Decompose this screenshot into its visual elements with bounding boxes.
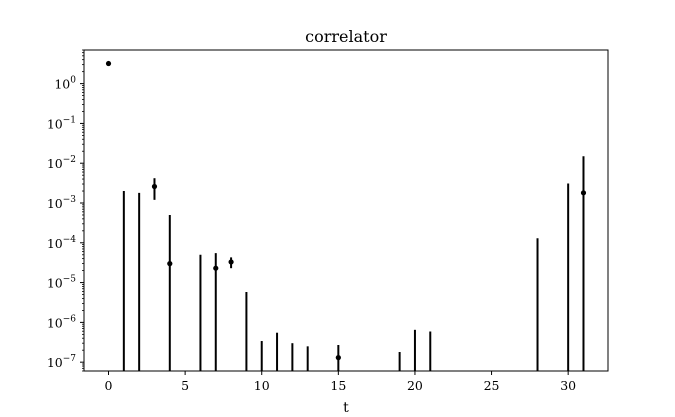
x-tick-label: 30 <box>560 378 576 393</box>
x-tick-label: 20 <box>407 378 423 393</box>
y-tick-label: 10−4 <box>47 235 76 251</box>
chart-title: correlator <box>305 27 387 46</box>
x-axis-label: t <box>343 400 349 416</box>
y-tick-label: 10−2 <box>47 155 76 171</box>
y-tick-label: 10−7 <box>47 354 76 370</box>
x-tick-label: 10 <box>254 378 270 393</box>
data-point <box>105 60 112 67</box>
data-point <box>213 265 219 271</box>
plot-marks <box>105 60 587 371</box>
plot-area-frame <box>83 49 609 372</box>
y-axis: 10−7 10−6 10−5 10−4 10−3 10−2 10−1 100 <box>47 49 84 372</box>
x-tick-label: 25 <box>484 378 500 393</box>
y-tick-label: 10−1 <box>47 115 76 131</box>
data-point <box>151 183 158 190</box>
x-tick-label: 15 <box>330 378 346 393</box>
x-tick-label: 0 <box>105 378 113 393</box>
x-axis: 0 5 10 15 20 25 30 <box>105 371 576 393</box>
data-point <box>335 355 341 361</box>
data-point <box>228 259 234 265</box>
y-tick-label: 10−3 <box>47 195 76 211</box>
y-tick-label: 100 <box>54 76 76 92</box>
y-tick-label: 10−6 <box>47 314 76 330</box>
y-tick-label: 10−5 <box>47 275 76 291</box>
data-point <box>580 190 587 196</box>
data-point <box>167 261 173 267</box>
x-tick-label: 5 <box>181 378 189 393</box>
